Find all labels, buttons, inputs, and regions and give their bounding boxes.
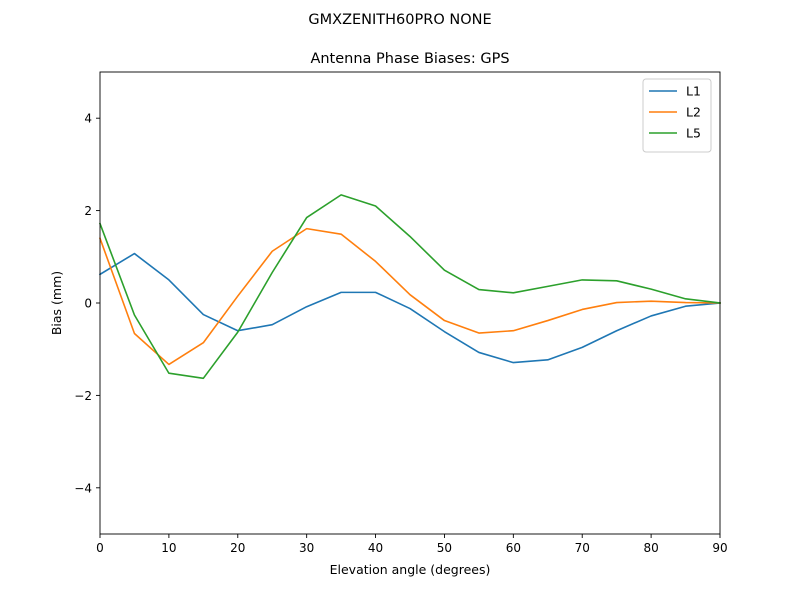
legend-label-l1: L1	[686, 84, 701, 99]
x-tick-label: 80	[643, 541, 658, 555]
x-axis-ticks: 0 10 20 30 40 50 60 70 80 90	[96, 534, 728, 555]
series-line-l1	[98, 252, 721, 364]
plot-frame	[99, 71, 721, 535]
y-tick-label: 4	[84, 112, 92, 126]
y-tick-label: 0	[84, 297, 92, 311]
figure-suptitle: GMXZENITH60PRO NONE	[308, 12, 491, 28]
x-tick-label: 70	[575, 541, 590, 555]
y-axis-label: Bias (mm)	[49, 271, 64, 335]
x-tick-label: 50	[437, 541, 452, 555]
legend: L1 L2 L5	[642, 78, 712, 153]
series-line-l5	[98, 194, 721, 380]
legend-label-l5: L5	[686, 126, 701, 141]
y-tick-label: −2	[74, 389, 92, 403]
y-axis-ticks: −4 −2 0 2 4	[74, 112, 100, 495]
x-tick-label: 90	[712, 541, 727, 555]
x-tick-label: 40	[368, 541, 383, 555]
plot-area	[100, 72, 720, 534]
x-tick-label: 30	[299, 541, 314, 555]
x-tick-label: 10	[161, 541, 176, 555]
x-tick-label: 0	[96, 541, 104, 555]
series-line-l2	[98, 227, 721, 366]
x-tick-label: 20	[230, 541, 245, 555]
chart-title: Antenna Phase Biases: GPS	[310, 51, 509, 67]
legend-label-l2: L2	[686, 105, 701, 120]
x-tick-label: 60	[506, 541, 521, 555]
x-axis-label: Elevation angle (degrees)	[330, 562, 491, 577]
y-tick-label: −4	[74, 481, 92, 495]
y-tick-label: 2	[84, 204, 92, 218]
series-layer	[98, 194, 721, 380]
